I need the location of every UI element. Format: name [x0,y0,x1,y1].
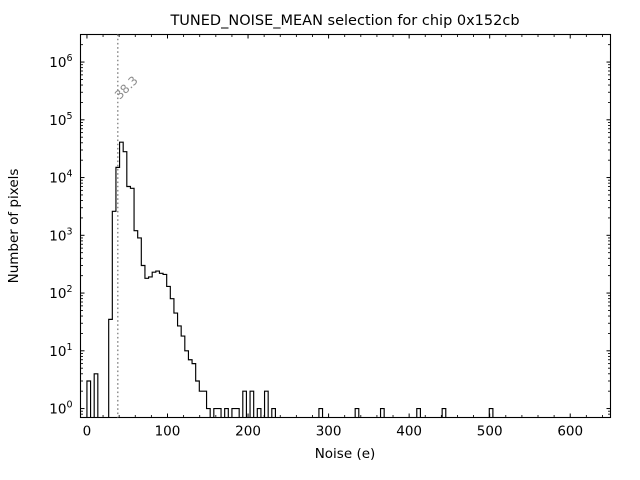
y-tick-label: 106 [49,53,72,71]
x-axis-ticks: 0 100 200 300 400 500 600 [83,34,603,440]
x-tick-label: 0 [83,424,92,440]
y-tick-label: 102 [49,284,72,302]
axes-frame [79,33,612,419]
x-tick-label: 500 [477,424,503,440]
selection-annotation-group: 38.3 [112,34,141,418]
y-axis-title: Number of pixels [6,169,22,284]
x-tick-label: 200 [235,424,261,440]
x-tick-label: 100 [155,424,181,440]
x-tick-label: 400 [396,424,422,440]
y-tick-label: 100 [49,400,72,418]
y-tick-label: 105 [49,111,72,129]
y-tick-label: 103 [49,226,72,244]
y-tick-label: 101 [49,342,72,360]
x-tick-label: 300 [316,424,342,440]
histogram-series-group [86,141,494,418]
x-axis-title: Noise (e) [315,446,376,462]
chart-title: TUNED_NOISE_MEAN selection for chip 0x15… [169,13,519,29]
y-axis-ticks: 100 101 102 103 104 105 106 [49,34,611,418]
y-tick-label: 104 [49,169,72,187]
x-tick-label: 600 [557,424,583,440]
selection-threshold-label: 38.3 [112,73,141,102]
histogram-step-line [86,141,494,418]
